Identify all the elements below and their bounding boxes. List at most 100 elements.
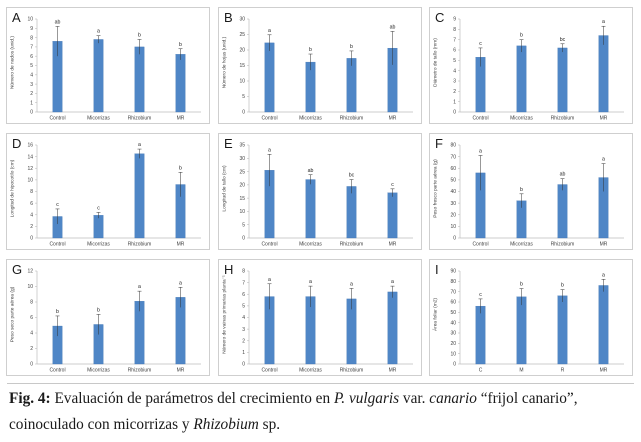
x-tick-label: MR — [389, 116, 397, 122]
significance-letter: a — [479, 148, 482, 154]
y-tick-label: 20 — [450, 212, 456, 218]
y-tick-label: 6 — [453, 48, 456, 54]
chart-panel-c: C Diámetro de tallo (mm) 0 1 2 3 4 5 6 7 8 9 c Cont… — [429, 7, 633, 124]
y-tick-label: 8 — [30, 35, 33, 41]
y-tick-label: 4 — [242, 315, 245, 321]
bar — [557, 47, 568, 113]
y-tick-label: 25 — [239, 169, 245, 175]
significance-letter: a — [97, 29, 100, 35]
y-tick-label: 2 — [30, 346, 33, 352]
y-tick-label: 6 — [242, 292, 245, 298]
bar — [557, 184, 568, 239]
y-tick-label: 7 — [242, 280, 245, 286]
y-tick-label: 10 — [450, 351, 456, 357]
significance-letter: c — [97, 205, 100, 211]
significance-letter: c — [391, 182, 394, 188]
significance-letter: a — [391, 279, 394, 285]
y-tick-label: 0 — [242, 362, 245, 368]
y-tick-label: 0 — [453, 236, 456, 242]
figure-caption: Fig. 4: Evaluación de parámetros del cre… — [9, 386, 633, 438]
y-tick-label: 1 — [453, 99, 456, 105]
x-tick-label: MR — [600, 242, 608, 248]
caption-divider — [7, 383, 634, 384]
y-tick-label: 0 — [30, 362, 33, 368]
caption-text: var. — [399, 390, 430, 407]
chart-g-svg: 0 2 4 6 8 10 12 b Control b Micorrizas a Rhizobium a M… — [27, 269, 201, 374]
caption-text: Evaluación de parámetros del crecimiento… — [50, 390, 334, 407]
x-tick-label: Rhizobium — [340, 368, 364, 374]
y-tick-label: 4 — [30, 73, 33, 79]
y-tick-label: 8 — [30, 189, 33, 195]
bar — [93, 215, 104, 239]
panel-letter: G — [12, 262, 23, 277]
chart-panel-b: B Número de hojas (unid.) 0 5 10 15 20 25 30 a C… — [218, 7, 422, 124]
bar — [598, 285, 609, 365]
bar — [516, 296, 527, 365]
significance-letter: ab — [55, 19, 61, 25]
y-tick-label: 0 — [242, 236, 245, 242]
y-tick-label: 0 — [242, 110, 245, 116]
chart-c-svg: 0 1 2 3 4 5 6 7 8 9 c Control b Micorrizas bc Rhizobium… — [453, 17, 624, 122]
y-tick-label: 4 — [30, 331, 33, 337]
x-tick-label: Micorrizas — [510, 116, 533, 122]
bar — [134, 153, 145, 239]
x-tick-label: Micorrizas — [510, 242, 533, 248]
y-tick-label: 16 — [27, 143, 33, 149]
y-tick-label: 0 — [453, 110, 456, 116]
significance-letter: a — [268, 28, 271, 34]
bar — [387, 192, 398, 239]
y-tick-label: 9 — [453, 17, 456, 23]
significance-letter: b — [179, 165, 182, 171]
y-tick-label: 50 — [450, 310, 456, 316]
y-tick-label: 12 — [27, 166, 33, 172]
x-tick-label: Control — [49, 368, 65, 374]
significance-letter: b — [561, 283, 564, 289]
x-tick-label: M — [519, 368, 523, 374]
genus-name: Rhizobium — [193, 416, 259, 433]
y-tick-label: 10 — [239, 209, 245, 215]
y-tick-label: 6 — [30, 315, 33, 321]
significance-letter: b — [350, 44, 353, 50]
panel-letter: B — [224, 10, 233, 25]
bar — [175, 54, 186, 113]
x-tick-label: Control — [49, 116, 65, 122]
y-tick-label: 4 — [453, 68, 456, 74]
y-tick-label: 30 — [239, 156, 245, 162]
panel-letter: C — [435, 10, 445, 25]
caption-text: sp. — [258, 416, 281, 433]
y-tick-label: 0 — [453, 362, 456, 368]
y-tick-label: 70 — [450, 154, 456, 160]
x-tick-label: Rhizobium — [128, 116, 152, 122]
y-tick-label: 3 — [242, 327, 245, 333]
panel-letter: F — [435, 136, 443, 151]
significance-letter: c — [479, 292, 482, 298]
species-name: P. vulgaris — [333, 390, 400, 407]
y-tick-label: 2 — [242, 338, 245, 344]
panel-letter: H — [224, 262, 234, 277]
significance-letter: a — [268, 147, 271, 153]
chart-panel-i: I Área foliar (m2) 0 10 20 30 40 50 60 70 80 90 c C… — [429, 259, 633, 376]
y-tick-label: 2 — [453, 89, 456, 95]
x-tick-label: Control — [261, 116, 277, 122]
y-tick-label: 15 — [239, 196, 245, 202]
x-tick-label: Control — [472, 242, 488, 248]
significance-letter: a — [138, 284, 141, 290]
y-tick-label: 5 — [242, 222, 245, 228]
significance-letter: a — [268, 277, 271, 283]
significance-letter: c — [479, 41, 482, 47]
y-tick-label: 2 — [30, 91, 33, 97]
y-tick-label: 40 — [450, 320, 456, 326]
significance-letter: a — [309, 279, 312, 285]
y-tick-label: 2 — [30, 224, 33, 230]
significance-letter: b — [56, 309, 59, 315]
significance-letter: ab — [308, 168, 314, 174]
chart-a-svg: 0 1 2 3 4 5 6 7 8 9 10 ab Control a Micorrizas b Rhizobi… — [27, 17, 201, 122]
bar — [93, 39, 104, 113]
y-tick-label: 6 — [30, 201, 33, 207]
x-tick-label: Control — [261, 368, 277, 374]
y-tick-label: 7 — [453, 37, 456, 43]
y-tick-label: 5 — [242, 94, 245, 100]
y-tick-label: 40 — [450, 189, 456, 195]
y-tick-label: 20 — [239, 48, 245, 54]
y-tick-label: 50 — [450, 178, 456, 184]
